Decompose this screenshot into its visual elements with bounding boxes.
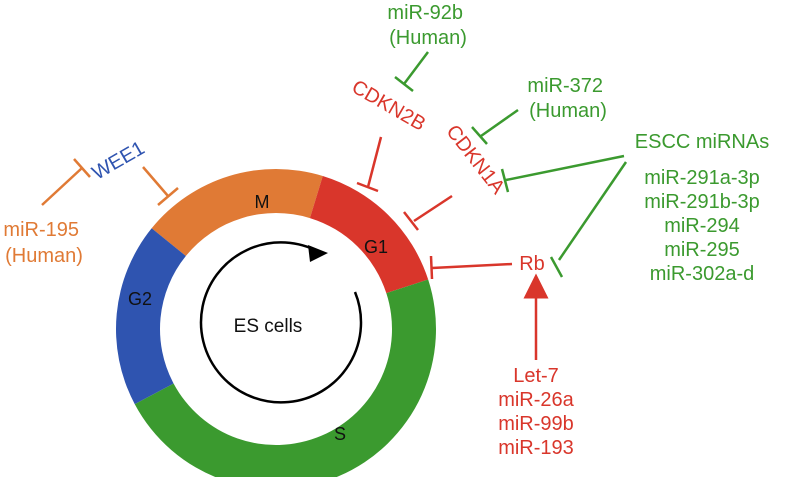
phase-label-g2: G2 [128,289,152,309]
let7-member: miR-99b [498,413,574,435]
let7-group: Let-7 miR-26a miR-99b miR-193 [498,365,574,459]
cdkn2b-label: CDKN2B [348,76,429,136]
ring-segment-g2 [115,228,186,405]
ring-segment-m [151,169,323,256]
mir372-inhibits-cdkn1a [471,108,519,145]
phase-label-m: M [255,192,270,212]
escc-member: miR-291b-3p [644,191,760,213]
escc-member: miR-294 [664,215,740,237]
let7-member: miR-193 [498,437,574,459]
center-label: ES cells [234,316,303,337]
rb-inhibits-g1 [429,255,513,280]
wee1-label: WEE1 [88,137,148,184]
cdkn1a-inhibits-g1 [403,194,453,231]
wee1-inhibits-m [142,166,179,206]
ring-segment-g1 [309,175,429,294]
mir92b-label: miR-92b (Human) [387,2,468,49]
escc-inhibits-cdkn1a [500,154,625,193]
escc-inhibits-rb [549,161,628,278]
escc-member: miR-291a-3p [644,167,760,189]
cell-cycle-ring [115,169,436,477]
escc-members: miR-291a-3p miR-291b-3p miR-294 miR-295 … [644,167,760,285]
phase-label-s: S [334,424,346,444]
mir92b-inhibits-cdkn2b [394,51,429,92]
let7-member: Let-7 [513,365,559,387]
let7-member: miR-26a [498,389,574,411]
cycle-arrow [199,241,363,404]
escc-member: miR-295 [664,239,740,261]
rb-label: Rb [519,253,545,275]
escc-member: miR-302a-d [650,263,754,285]
mir195-label: miR-195 (Human) [3,219,84,267]
ring-segment-s [134,279,436,477]
cdkn2b-inhibits-g1 [356,136,383,193]
phase-label-g1: G1 [364,237,388,257]
escc-title: ESCC miRNAs [635,131,769,153]
mir195-inhibits-wee1 [41,158,91,206]
mir372-label: miR-372 (Human) [527,75,608,122]
